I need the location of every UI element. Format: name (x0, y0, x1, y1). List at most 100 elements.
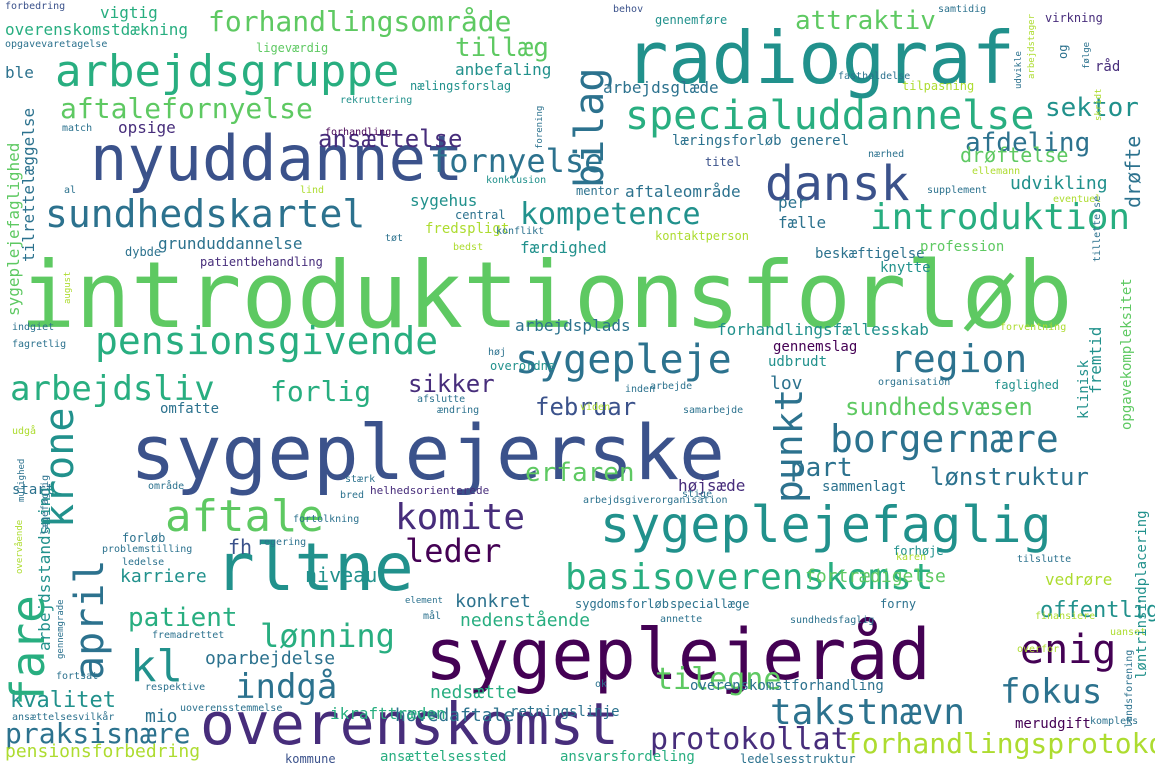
word: protokollat (650, 722, 849, 757)
word: start (12, 482, 55, 498)
word: central (455, 208, 506, 222)
word: viden (580, 402, 611, 413)
word: ok (595, 679, 608, 690)
word: april (67, 559, 113, 680)
word: samtidig (938, 4, 987, 15)
word: inden (625, 384, 656, 395)
word: eventuel (1053, 194, 1102, 205)
word: gennemføre (655, 13, 728, 27)
word: organisation (878, 377, 951, 388)
word: februar (535, 393, 637, 421)
word: konklusion (486, 175, 547, 186)
word: ansættelsessted (380, 749, 507, 765)
word: bred (340, 490, 365, 501)
word: drøfte (1121, 135, 1145, 208)
word: fokus (1000, 672, 1103, 712)
word: lind (300, 185, 325, 196)
word: kvalitet (10, 688, 116, 713)
word: fh (228, 535, 253, 559)
word: nedenstående (460, 610, 591, 631)
word: erfaren (525, 458, 635, 488)
word: opgavevaretagelse (5, 39, 108, 50)
word: speciallæge (670, 597, 750, 611)
word: rltne (215, 529, 414, 606)
word: kontaktperson (655, 229, 749, 243)
word: merudgift (1015, 716, 1091, 732)
word: ligeværdig (256, 41, 329, 55)
word: aftalefornyelse (60, 92, 313, 125)
word: arbejdsgruppe (55, 46, 400, 97)
word: nyuddannet (90, 122, 464, 195)
word: ansættelsesvilkår (12, 712, 115, 723)
word: overenskomstforhandling (690, 678, 884, 694)
word: opsige (118, 118, 176, 137)
word: kl (130, 641, 183, 692)
word: punkt (767, 388, 811, 503)
word: fastholdelse (838, 71, 911, 82)
word: sygeplejefaglig (600, 496, 1052, 554)
word: forhandling (325, 127, 392, 138)
word: pensionsforbedring (5, 741, 201, 762)
word: sikker (408, 370, 495, 398)
word: forbedring (5, 1, 66, 12)
word: takstnævn (770, 692, 966, 733)
word: stige (682, 489, 713, 500)
word: tilrettelæggelse (19, 107, 38, 262)
word: konflikt (496, 226, 545, 237)
word: attraktiv (795, 6, 936, 36)
word: fornyelse (430, 142, 604, 180)
word: gennemgrade (56, 599, 66, 659)
word: radiograf (625, 16, 1016, 100)
word: mål (423, 611, 442, 622)
word: oparbejdelse (205, 648, 336, 669)
word: niveau (305, 563, 378, 587)
word: specialuddannelse (625, 93, 1035, 139)
word: overfor (1017, 644, 1060, 655)
word: element (405, 596, 443, 606)
word: ansvarsfordeling (560, 749, 695, 765)
word: kommune (285, 752, 336, 766)
word: ledelsesstruktur (740, 752, 856, 766)
word: udbrudt (768, 354, 828, 370)
word: overenskomst (200, 690, 620, 758)
word: arbejdsglæde (603, 78, 719, 97)
word: helhedsorienterede (370, 484, 490, 497)
word: lønning (260, 617, 395, 655)
word: sundhedsfaglig (790, 615, 875, 626)
word: introduktion (870, 197, 1131, 238)
word: sygeplejerske (130, 408, 725, 497)
word: mulighed (17, 458, 27, 502)
word: bedst (453, 242, 484, 253)
word: fortolkning (293, 514, 360, 525)
word: problemstilling (102, 544, 193, 555)
word: arbejde (650, 381, 693, 392)
word: karriere (120, 566, 207, 587)
word: forløb (122, 531, 166, 545)
word: retningslinje (510, 704, 620, 720)
word: samarbejde (683, 405, 744, 416)
word: råd (1095, 59, 1121, 75)
word: skridt (1094, 88, 1104, 121)
word: tillæg (455, 33, 549, 63)
word: afdeling (965, 128, 1091, 158)
word: dansk (765, 156, 910, 212)
word: basisoverenskomst (565, 557, 934, 598)
word: bilag (567, 67, 613, 188)
word: ændring (437, 405, 480, 416)
word: udvikling (1010, 173, 1108, 194)
word: annette (660, 614, 703, 625)
word: uoverensstemmelse (180, 703, 283, 714)
word: anbefaling (455, 60, 552, 79)
word: offentlig (1040, 598, 1155, 623)
word: sammenlagt (822, 479, 907, 495)
word: indgå (235, 667, 338, 707)
word: tillettelse (1092, 195, 1103, 262)
word: introduktionsforløb (20, 242, 1073, 349)
word: opgavekompleksitet (1119, 278, 1135, 430)
word: fremadrettet (152, 630, 225, 641)
word: titel (705, 155, 742, 169)
word: sygehus (410, 191, 478, 210)
word: patientbehandling (200, 255, 323, 269)
word: rekruttering (340, 95, 413, 106)
